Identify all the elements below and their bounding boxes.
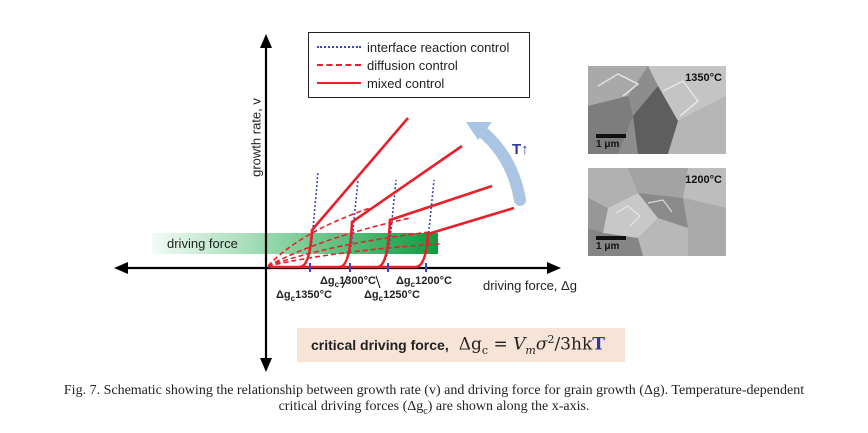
micrograph-temp-label: 1200°C — [685, 174, 722, 186]
x-axis-arrow-left-icon — [114, 262, 128, 274]
formula-rest: /3hk — [554, 334, 593, 355]
driving-force-band-label: driving force — [167, 236, 238, 251]
formula-vm: V — [513, 334, 526, 355]
legend-label: interface reaction control — [367, 39, 510, 55]
x-axis-arrow-right-icon — [547, 262, 561, 274]
solid-line-swatch-icon — [317, 82, 361, 84]
diffusion-curve-1200 — [267, 243, 441, 267]
formula-sigma-pow: 2 — [547, 332, 555, 346]
formula-sigma: σ — [535, 334, 548, 355]
temperature-increase-arrow — [474, 124, 526, 206]
tick-sub: c — [334, 280, 340, 290]
tick-symbol: Δg — [364, 289, 379, 301]
tick-sub: c — [290, 294, 296, 304]
figure-caption: Fig. 7. Schematic showing the relationsh… — [24, 383, 844, 420]
tick-temp: 1350°C — [295, 289, 332, 301]
x-axis-label: driving force, Δg — [483, 278, 577, 293]
diffusion-curve-1350 — [267, 207, 371, 267]
mixed-curve-1200 — [378, 206, 515, 269]
tick-symbol: Δg — [320, 275, 335, 287]
y-axis-arrow-down-icon — [260, 358, 272, 372]
micrograph-temp-label: 1350°C — [685, 72, 722, 84]
caption-line-2: critical driving forces (Δgc) are shown … — [24, 399, 844, 420]
tick-temp: 1200°C — [415, 275, 452, 287]
legend-label: mixed control — [367, 75, 445, 91]
formula-box: critical driving force, Δgc = Vmσ2/3hkT — [297, 328, 625, 362]
tick-sub: c — [378, 294, 384, 304]
mixed-curve-1250 — [340, 184, 493, 269]
critical-force-formula: Δgc = Vmσ2/3hkT — [459, 333, 605, 357]
y-axis-arrow-up-icon — [260, 34, 272, 48]
tick-temp: 1300°C — [339, 275, 376, 287]
dashed-line-swatch-icon — [317, 64, 361, 66]
caption-line-1: Fig. 7. Schematic showing the relationsh… — [63, 383, 805, 398]
temperature-increase-label: T↑ — [512, 141, 529, 158]
micrograph-texture — [588, 168, 726, 256]
legend-item-interface: interface reaction control — [317, 39, 509, 55]
tick-label-1350: Δgc1350°C — [276, 289, 332, 303]
scale-bar-line — [596, 134, 626, 138]
tick-symbol: Δg — [276, 289, 291, 301]
caption-line-2-end: ) are shown along the x-axis. — [427, 399, 590, 414]
tick-temp: 1250°C — [383, 289, 420, 301]
y-axis-label: growth rate, v — [248, 98, 264, 177]
formula-label: critical driving force, — [311, 337, 449, 353]
scale-bar: 1 μm — [596, 134, 626, 150]
formula-lhs: Δg — [458, 334, 482, 355]
scale-bar: 1 μm — [596, 236, 626, 252]
scale-bar-label: 1 μm — [596, 241, 620, 252]
legend-item-mixed: mixed control — [317, 75, 444, 91]
caption-line-2-sub: c — [423, 405, 428, 417]
legend: interface reaction control diffusion con… — [308, 32, 530, 98]
tick-label-1300: Δgc1300°C — [320, 275, 376, 289]
micrograph-texture — [588, 66, 726, 154]
diffusion-curve-1250 — [267, 231, 431, 267]
legend-label: diffusion control — [367, 57, 458, 73]
formula-eq: = — [488, 334, 514, 355]
tick-label-1250: Δgc1250°C — [364, 289, 420, 303]
tick-sub: c — [410, 280, 416, 290]
legend-item-diffusion: diffusion control — [317, 57, 458, 73]
dotted-line-swatch-icon — [317, 46, 361, 48]
tick-symbol: Δg — [396, 275, 411, 287]
micrograph-1350: 1350°C 1 μm — [588, 66, 726, 154]
tick-label-1200: Δgc1200°C — [396, 275, 452, 289]
pointer-1250-icon — [375, 275, 381, 289]
pointer-1300-icon — [341, 275, 349, 289]
formula-T: T — [592, 334, 605, 355]
formula-vm-sub: m — [525, 344, 536, 358]
temperature-arrow-head-icon — [466, 122, 492, 140]
scale-bar-line — [596, 236, 626, 240]
micrograph-1200: 1200°C 1 μm — [588, 168, 726, 256]
formula-lhs-sub: c — [481, 344, 489, 358]
scale-bar-label: 1 μm — [596, 139, 620, 150]
caption-line-2-start: critical driving forces (Δg — [278, 399, 424, 414]
